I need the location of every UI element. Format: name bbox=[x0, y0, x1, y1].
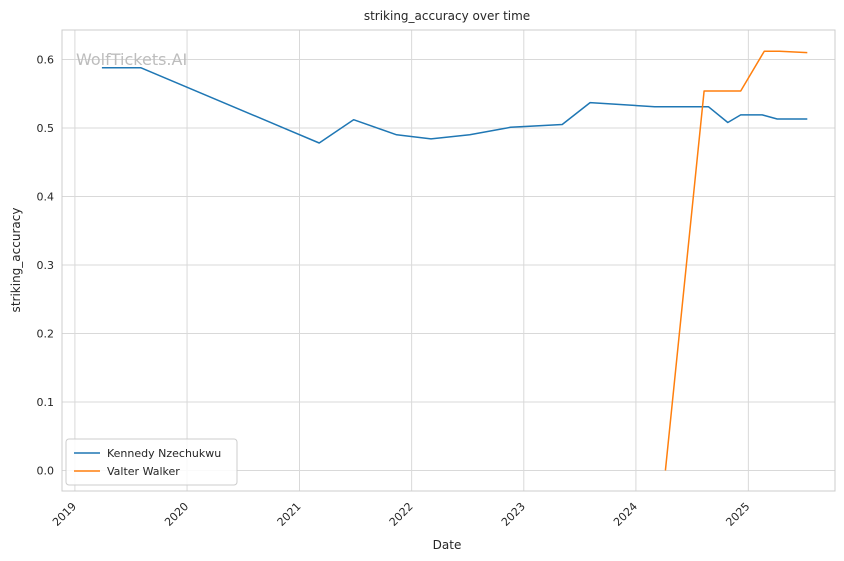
legend-box bbox=[65, 438, 238, 486]
x-tick-label: 2025 bbox=[723, 500, 752, 529]
series-line-valter-walker bbox=[664, 50, 808, 471]
x-tick-label: 2020 bbox=[162, 500, 191, 529]
legend: Kennedy Nzechukwu Valter Walker bbox=[65, 438, 238, 486]
y-tick-label: 0.4 bbox=[37, 190, 55, 203]
grid bbox=[62, 30, 835, 491]
series-lines bbox=[101, 50, 808, 471]
y-tick-label: 0.2 bbox=[37, 327, 55, 340]
x-tick-labels: 2019 2020 2021 2022 2023 2024 2025 bbox=[50, 500, 752, 529]
y-tick-labels: 0.0 0.1 0.2 0.3 0.4 0.5 0.6 bbox=[37, 53, 55, 477]
y-axis-label: striking_accuracy bbox=[9, 208, 23, 313]
legend-label-valter-walker: Valter Walker bbox=[107, 465, 180, 478]
x-tick-label: 2023 bbox=[499, 500, 528, 529]
x-axis-label: Date bbox=[433, 538, 462, 552]
y-tick-label: 0.5 bbox=[37, 122, 55, 135]
chart-title: striking_accuracy over time bbox=[364, 9, 530, 23]
y-tick-label: 0.1 bbox=[37, 396, 55, 409]
legend-label-kennedy-nzechukwu: Kennedy Nzechukwu bbox=[107, 447, 221, 460]
x-tick-label: 2019 bbox=[50, 500, 79, 529]
x-tick-label: 2022 bbox=[387, 500, 416, 529]
series-line-kennedy-nzechukwu bbox=[101, 66, 808, 144]
y-tick-label: 0.6 bbox=[37, 53, 55, 66]
y-tick-label: 0.0 bbox=[37, 464, 55, 477]
y-tick-label: 0.3 bbox=[37, 259, 55, 272]
x-tick-label: 2024 bbox=[611, 500, 640, 529]
watermark-text: WolfTickets.AI bbox=[76, 50, 187, 69]
x-tick-label: 2021 bbox=[275, 500, 304, 529]
plot-frame bbox=[61, 29, 836, 492]
